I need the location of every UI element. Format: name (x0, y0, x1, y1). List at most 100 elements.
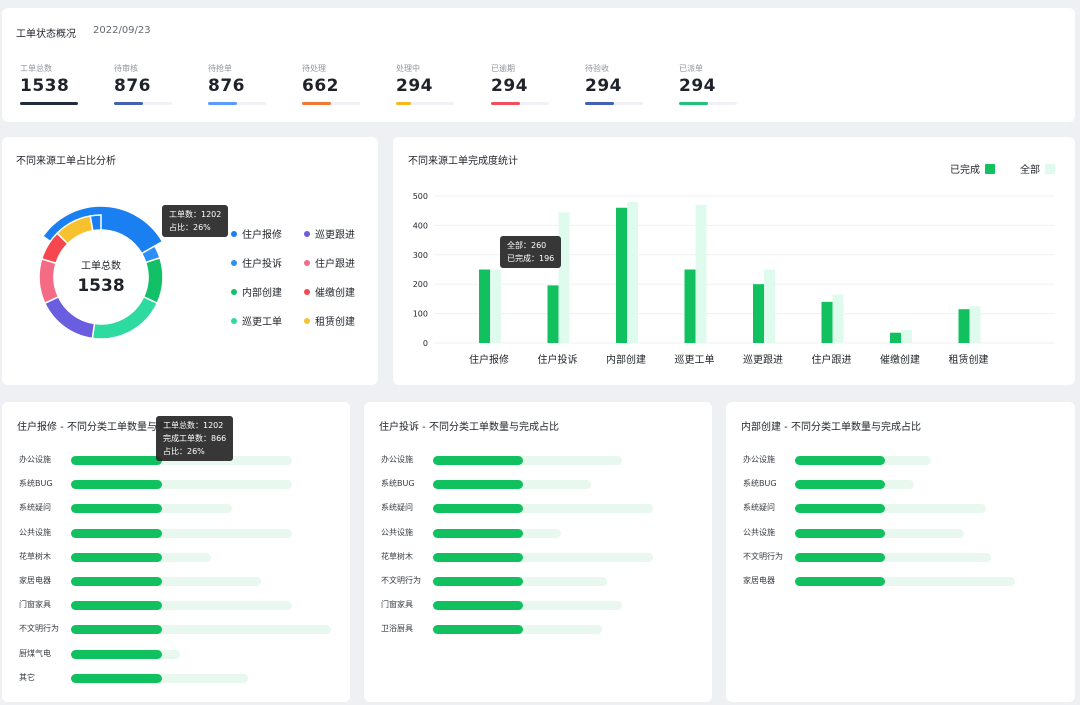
legend-dot (231, 259, 237, 266)
donut-slice[interactable] (142, 256, 164, 305)
bar-total[interactable] (969, 306, 981, 343)
category-done-bar (71, 577, 162, 586)
stat-item[interactable]: 待抢单 876 (208, 63, 268, 105)
category-row[interactable]: 办公设施 (364, 454, 712, 466)
bar-completed[interactable] (890, 332, 901, 343)
donut-slice[interactable] (89, 214, 102, 232)
category-total-bar (71, 504, 233, 514)
bar-completed[interactable] (684, 269, 696, 344)
category-total-bar (71, 649, 181, 659)
category-total-bar (433, 504, 653, 514)
category-row[interactable]: 系统BUG (726, 478, 1075, 490)
category-row[interactable]: 系统BUG (2, 478, 350, 490)
category-row[interactable]: 家居电器 (2, 575, 350, 587)
donut-chart[interactable]: 工单总数 1538 (2, 137, 378, 385)
category-row[interactable]: 门窗家具 (2, 599, 350, 611)
category-row[interactable]: 花草树木 (364, 551, 712, 563)
legend-total[interactable]: 全部 (1020, 161, 1055, 176)
donut-legend-item[interactable]: 租赁创建 (304, 313, 355, 328)
category-row[interactable]: 系统疑问 (726, 502, 1075, 514)
category-row[interactable]: 系统疑问 (364, 502, 712, 514)
bar-total[interactable] (695, 204, 707, 343)
stat-value: 294 (585, 76, 622, 96)
stat-label: 已逾期 (491, 64, 515, 73)
category-row[interactable]: 办公设施 (726, 454, 1075, 466)
category-label: 不文明行为 (743, 551, 783, 561)
stat-item[interactable]: 待审核 876 (114, 63, 174, 105)
category-total-bar (71, 528, 292, 538)
status-overview-card: 工单状态概况 2022/09/23 工单总数 1538 待审核 876 待抢单 876 待处… (2, 8, 1075, 122)
stat-item[interactable]: 待处理 662 (302, 63, 362, 105)
legend-dot (231, 317, 237, 324)
category-row[interactable]: 其它 (2, 672, 350, 684)
category-total-bar (71, 673, 248, 683)
category-label: 家居电器 (19, 576, 51, 585)
category-row[interactable]: 不文明行为 (726, 551, 1075, 563)
bar-completed[interactable] (479, 269, 490, 344)
category-done-bar (71, 673, 162, 683)
donut-title: 不同来源工单占比分析 (16, 156, 116, 167)
category-row[interactable]: 公共设施 (2, 527, 350, 539)
donut-legend-item[interactable]: 住户报修 (231, 226, 282, 241)
category-done-bar (433, 528, 524, 538)
x-category-label: 巡更跟进 (743, 354, 783, 366)
donut-tooltip: 工单数：1202 占比：26% (162, 205, 229, 237)
bar-total[interactable] (901, 329, 912, 343)
category-total-bar (795, 504, 987, 514)
donut-slice[interactable] (38, 257, 60, 305)
donut-slice[interactable] (43, 295, 96, 340)
donut-legend-item[interactable]: 催缴创建 (304, 284, 355, 299)
category-label: 门窗家具 (381, 600, 413, 610)
bar-total[interactable] (558, 212, 570, 343)
stat-bar-track (396, 102, 454, 105)
category-done-bar (433, 504, 524, 514)
bar-completed[interactable] (753, 284, 764, 343)
bar-total[interactable] (627, 201, 638, 343)
donut-legend-item[interactable]: 住户投诉 (231, 255, 282, 270)
donut-legend-item[interactable]: 巡更跟进 (304, 226, 355, 241)
repair-category-card: 住户报修 - 不同分类工单数量与完成占比 办公设施 系统BUG 系统疑问 公共设施 花草… (2, 402, 350, 702)
bar-total[interactable] (764, 269, 775, 344)
completion-bar-chart[interactable]: 0 100 200 300 400 500 住户报修 住户投诉 内部创建 巡更工单 巡更跟进 住户跟进… (393, 137, 1075, 385)
stat-bar-fill (491, 102, 520, 105)
category-row[interactable]: 卫浴厨具 (364, 623, 712, 635)
bar-total[interactable] (490, 269, 501, 344)
complaint-category-card: 住户投诉 - 不同分类工单数量与完成占比 办公设施 系统BUG 系统疑问 公共设施 花草… (364, 402, 712, 702)
legend-completed-swatch (985, 163, 995, 174)
stat-item[interactable]: 已派单 294 (679, 63, 739, 105)
category-row[interactable]: 不文明行为 (2, 623, 350, 635)
donut-legend-item[interactable]: 内部创建 (231, 284, 282, 299)
category-total-bar (795, 456, 932, 465)
category-row[interactable]: 公共设施 (726, 527, 1075, 539)
stat-item[interactable]: 待验收 294 (585, 63, 645, 105)
category-row[interactable]: 公共设施 (364, 527, 712, 539)
category-row[interactable]: 家居电器 (726, 575, 1075, 587)
stat-value: 294 (491, 76, 528, 96)
category-row[interactable]: 花草树木 (2, 551, 350, 563)
category-row[interactable]: 不文明行为 (364, 575, 712, 587)
bar-completed[interactable] (547, 285, 559, 343)
category-row[interactable]: 系统疑问 (2, 502, 350, 514)
stat-item[interactable]: 工单总数 1538 (20, 63, 80, 105)
category-total-bar (433, 480, 592, 490)
bar-completed[interactable] (958, 309, 970, 343)
stat-bar-fill (396, 102, 411, 105)
donut-legend-item[interactable]: 巡更工单 (231, 313, 282, 328)
stat-item[interactable]: 处理中 294 (396, 63, 456, 105)
bar-total[interactable] (832, 294, 844, 343)
category-label: 系统BUG (743, 479, 777, 489)
donut-center-label: 工单总数 (81, 259, 121, 272)
category-label: 花草树木 (381, 551, 413, 561)
category-row[interactable]: 厨煤气电 (2, 648, 350, 660)
stat-item[interactable]: 已逾期 294 (491, 63, 551, 105)
category-done-bar (71, 504, 162, 514)
donut-legend-item[interactable]: 住户跟进 (304, 255, 355, 270)
legend-completed[interactable]: 已完成 (950, 161, 995, 176)
stat-value: 662 (302, 76, 339, 96)
category-row[interactable]: 门窗家具 (364, 599, 712, 611)
donut-slice[interactable] (91, 295, 159, 340)
stat-label: 待处理 (302, 64, 326, 73)
bar-completed[interactable] (821, 301, 833, 343)
bar-completed[interactable] (616, 207, 627, 343)
category-row[interactable]: 系统BUG (364, 478, 712, 490)
